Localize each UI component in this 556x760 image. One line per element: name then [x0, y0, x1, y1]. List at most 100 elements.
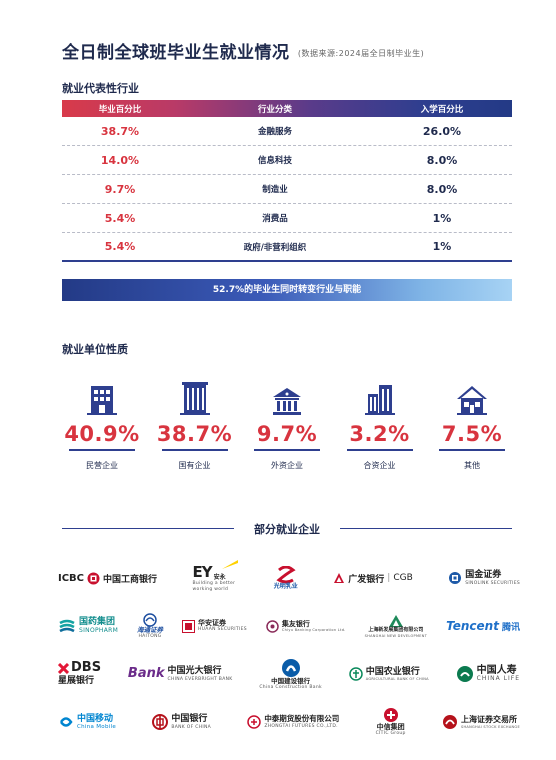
boc-logo: 中国银行 BANK OF CHINA: [152, 714, 211, 730]
cgb-emblem-icon: [334, 573, 345, 583]
table-header: 毕业百分比 行业分类 入学百分比: [62, 100, 512, 117]
stat-underline: [439, 449, 505, 451]
zhongtai-futures-logo: 中泰期货股份有限公司 ZHONGTAI FUTURES CO.,LTD.: [247, 714, 339, 729]
table-row: 5.4% 政府/非营利组织 1%: [62, 233, 512, 262]
entry-pct: 8.0%: [426, 182, 458, 196]
abc-logo: 中国农业银行 AGRICULTURAL BANK OF CHINA: [349, 667, 429, 681]
divider-line-left: [62, 528, 234, 529]
employers-heading: 部分就业企业: [254, 523, 320, 536]
huaan-emblem-icon: [181, 619, 195, 633]
bank-building-icon: [267, 376, 307, 416]
china-life-logo: 中国人寿 CHINA LIFE: [456, 665, 520, 683]
shanghai-new-dev-logo: 上海新发展集团有限公司 SHANGHAI NEW DEVELOPMENT: [365, 614, 428, 638]
logo-row: ICBC 中国工商银行 EY 安永 Building a better work…: [58, 556, 520, 600]
private-building-icon: [82, 376, 122, 416]
sinolink-emblem-icon: [449, 571, 462, 584]
stat-label: 民营企业: [86, 461, 118, 470]
logo-row: 国药集团 SINOPHARM 海通证券 HAITONG 华安证券 HUAAN S…: [58, 604, 520, 648]
employer-type-stats: 40.9% 民营企业 38.7% 国有企业: [62, 376, 512, 471]
china-life-emblem-icon: [456, 665, 473, 682]
ccb-emblem-icon: [281, 658, 300, 677]
industry-name: 金融服务: [257, 127, 292, 137]
citic-emblem-icon: [383, 708, 398, 723]
cgb-logo: 广发银行 | CGB: [333, 572, 413, 585]
sinolink-logo: 国金证券 SINOLINK SECURITIES: [448, 570, 520, 586]
ceb-logo: Bank 中国光大银行 CHINA EVERBRIGHT BANK: [127, 666, 233, 682]
entry-pct: 8.0%: [426, 153, 458, 167]
zhongtai-emblem-icon: [247, 715, 262, 729]
column-header-industry: 行业分类: [257, 104, 292, 115]
china-mobile-logo: 中国移动 China Mobile: [58, 714, 116, 731]
table-row: 14.0% 信息科技 8.0%: [62, 146, 512, 175]
huaan-logo: 华安证券 HUAAN SECURITIES: [181, 619, 247, 633]
entry-pct: 1%: [432, 240, 452, 253]
employer-type-heading: 就业单位性质: [62, 343, 128, 356]
employer-logo-wall: ICBC 中国工商银行 EY 安永 Building a better work…: [58, 556, 520, 748]
column-header-entry: 入学百分比: [420, 104, 464, 115]
chiyu-emblem-icon: [266, 619, 279, 633]
stat-foreign: 9.7% 外资企业: [247, 376, 327, 471]
ccb-logo: 中国建设银行 China Construction Bank: [259, 658, 322, 691]
citic-logo: 中信集团 CITIC Group: [376, 707, 406, 736]
stat-percent: 9.7%: [256, 422, 318, 446]
grad-pct: 9.7%: [104, 182, 136, 196]
sse-emblem-icon: [442, 715, 457, 729]
stat-label: 国有企业: [178, 461, 211, 470]
grad-pct: 5.4%: [104, 240, 136, 253]
industry-heading: 就业代表性行业: [62, 82, 139, 95]
source-note: (数据来源:2024届全日制毕业生): [297, 49, 425, 58]
tencent-logo: Tencent 腾讯: [446, 619, 520, 633]
logo-row: DBS 星展银行 Bank 中国光大银行 CHINA EVERBRIGHT BA…: [58, 652, 520, 696]
chiyu-bank-logo: 集友银行 Chiyu Banking Corporation Ltd.: [266, 619, 346, 633]
icbc-logo: ICBC 中国工商银行: [58, 572, 158, 585]
logo-row: 中国移动 China Mobile 中国银行 BANK OF CHINA 中泰期…: [58, 700, 520, 744]
stat-joint: 3.2% 合资企业: [340, 376, 420, 471]
dbs-logo: DBS 星展银行: [58, 660, 102, 687]
industry-name: 信息科技: [257, 156, 292, 166]
industry-name: 消费品: [262, 214, 288, 224]
industry-table: 毕业百分比 行业分类 入学百分比 38.7% 金融服务 26.0% 14.0% …: [62, 100, 512, 262]
industry-name: 制造业: [262, 185, 288, 195]
abc-emblem-icon: [349, 667, 363, 681]
entry-pct: 26.0%: [422, 124, 462, 138]
office-towers-icon: [360, 376, 400, 416]
stat-private: 40.9% 民营企业: [62, 376, 142, 471]
table-row: 5.4% 消费品 1%: [62, 204, 512, 233]
stat-label: 其他: [464, 461, 480, 470]
stat-state-owned: 38.7% 国有企业: [155, 376, 235, 471]
icbc-emblem-icon: [87, 572, 100, 584]
grad-pct: 38.7%: [100, 124, 140, 138]
stat-percent: 7.5%: [441, 422, 503, 446]
sinopharm-logo: 国药集团 SINOPHARM: [58, 617, 118, 635]
table-row: 9.7% 制造业 8.0%: [62, 175, 512, 204]
page-title-text: 全日制全球班毕业生就业情况: [62, 43, 290, 63]
sinopharm-emblem-icon: [59, 619, 75, 633]
stat-percent: 3.2%: [349, 422, 410, 446]
grad-pct: 5.4%: [104, 211, 136, 225]
stat-underline: [161, 449, 228, 451]
table-row: 38.7% 金融服务 26.0%: [62, 117, 512, 146]
divider-line-right: [340, 528, 512, 529]
stat-label: 外资企业: [271, 461, 303, 470]
haitong-logo: 海通证券 HAITONG: [137, 612, 163, 640]
ey-beam-icon: [222, 560, 239, 569]
stat-percent: 40.9%: [64, 422, 140, 446]
sse-logo: 上海证券交易所 SHANGHAI STOCK EXCHANGE: [442, 714, 520, 730]
stat-underline: [346, 449, 413, 451]
house-icon: [452, 376, 492, 416]
transition-banner: 52.7%的毕业生同时转变行业与职能: [62, 279, 512, 301]
stat-percent: 38.7%: [156, 422, 233, 446]
grad-pct: 14.0%: [100, 153, 140, 167]
stat-label: 合资企业: [363, 461, 396, 470]
haitong-emblem-icon: [143, 612, 157, 627]
stat-underline: [69, 449, 135, 451]
shanghai-new-dev-emblem-icon: [388, 615, 403, 628]
stat-underline: [254, 449, 320, 451]
stat-other: 7.5% 其他: [432, 376, 512, 471]
bright-dairy-logo: 光明乳业: [274, 565, 298, 591]
china-mobile-emblem-icon: [59, 717, 73, 727]
entry-pct: 1%: [432, 211, 452, 225]
dbs-emblem-icon: [58, 663, 69, 675]
page-title: 全日制全球班毕业生就业情况 (数据来源:2024届全日制毕业生): [62, 38, 424, 63]
state-building-icon: [175, 376, 215, 416]
